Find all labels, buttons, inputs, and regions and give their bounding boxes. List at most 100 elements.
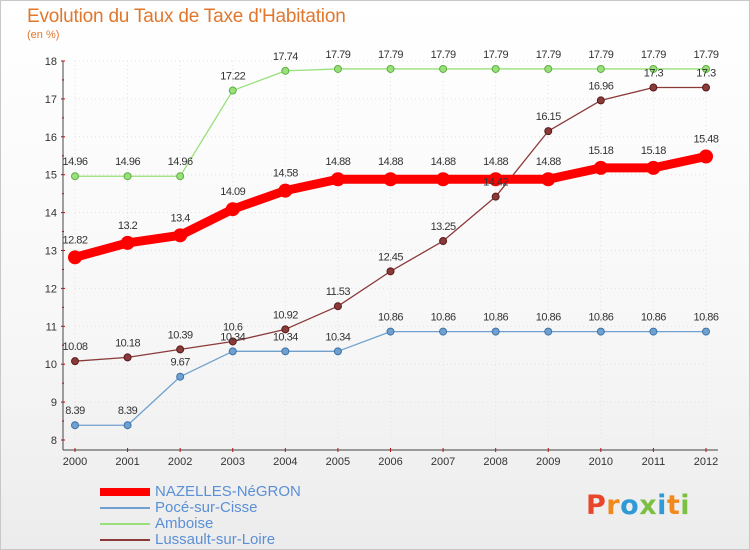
y-tick-label: 9 — [51, 397, 57, 409]
data-label: 14.96 — [115, 156, 140, 168]
data-label: 14.88 — [431, 156, 456, 168]
data-label: 17.79 — [588, 49, 613, 61]
data-label: 17.79 — [536, 49, 561, 61]
data-label: 14.88 — [325, 156, 350, 168]
data-point-Amboise — [439, 64, 448, 73]
data-label: 10.34 — [325, 331, 350, 343]
data-label: 8.39 — [118, 405, 138, 417]
proxiti-logo: Proxiti — [586, 490, 690, 521]
legend-swatch — [100, 507, 150, 509]
data-point-Pocé-sur-Cisse — [596, 327, 605, 336]
data-label: 14.88 — [536, 156, 561, 168]
data-label: 14.42 — [483, 177, 508, 189]
data-point-NAZELLES-NéGRON — [278, 183, 293, 198]
data-point-Lussault-sur-Loire — [702, 83, 710, 92]
data-point-Lussault-sur-Loire — [71, 357, 79, 366]
data-label: 11.53 — [326, 286, 351, 298]
data-label: 10.86 — [431, 312, 456, 324]
y-tick-label: 16 — [45, 132, 57, 144]
data-label: 17.3 — [644, 68, 664, 80]
axes: 8 9 10 11 12 13 14 15 16 17 18 2000 2001 2002 2003 2004… — [45, 56, 718, 468]
data-label: 17.74 — [273, 51, 298, 63]
data-point-Pocé-sur-Cisse — [176, 372, 185, 381]
x-tick-label: 2005 — [326, 456, 350, 468]
x-tick-label: 2004 — [273, 456, 297, 468]
x-tick-label: 2009 — [536, 456, 560, 468]
logo-letter: t — [666, 490, 681, 521]
data-label: 10.18 — [115, 337, 140, 349]
y-tick-label: 11 — [46, 321, 57, 333]
data-point-NAZELLES-NéGRON — [436, 172, 451, 187]
data-point-Amboise — [71, 172, 79, 181]
legend-label: Pocé-sur-Cisse — [155, 499, 258, 516]
data-point-Pocé-sur-Cisse — [281, 347, 290, 356]
legend-swatch — [100, 488, 150, 496]
data-label: 10.6 — [223, 321, 243, 333]
x-tick-label: 2006 — [378, 456, 402, 468]
y-tick-label: 15 — [45, 170, 57, 182]
data-point-Pocé-sur-Cisse — [702, 327, 710, 336]
logo-letter: x — [639, 490, 658, 521]
data-point-Lussault-sur-Loire — [386, 267, 395, 276]
data-point-NAZELLES-NéGRON — [68, 250, 82, 265]
data-label: 14.09 — [220, 186, 245, 198]
data-label: 17.79 — [483, 49, 508, 61]
line-chart: 8 9 10 11 12 13 14 15 16 17 18 2000 2001 2002 2003 2004… — [45, 49, 720, 468]
data-point-NAZELLES-NéGRON — [173, 228, 188, 243]
data-point-Amboise — [228, 86, 237, 95]
chart-subtitle: (en %) — [27, 29, 60, 41]
y-tick-label: 10 — [45, 359, 57, 371]
data-point-Pocé-sur-Cisse — [649, 327, 658, 336]
data-point-Amboise — [702, 64, 710, 73]
data-point-Lussault-sur-Loire — [596, 96, 605, 105]
legend-swatch — [100, 523, 150, 525]
data-point-Lussault-sur-Loire — [123, 353, 132, 362]
data-label: 10.86 — [588, 312, 613, 324]
data-label: 17.79 — [325, 49, 350, 61]
data-label: 14.96 — [62, 156, 87, 168]
data-point-Lussault-sur-Loire — [281, 325, 290, 334]
logo-letter: i — [680, 490, 691, 521]
data-point-Pocé-sur-Cisse — [439, 327, 448, 336]
data-label: 14.58 — [273, 168, 298, 180]
x-tick-label: 2012 — [694, 456, 718, 468]
data-label: 10.86 — [483, 312, 508, 324]
data-point-NAZELLES-NéGRON — [699, 149, 713, 164]
data-point-NAZELLES-NéGRON — [120, 235, 135, 250]
y-tick-label: 18 — [45, 56, 57, 68]
y-tick-label: 12 — [45, 283, 57, 295]
data-label: 10.86 — [641, 312, 666, 324]
data-label: 10.86 — [536, 312, 561, 324]
data-point-Pocé-sur-Cisse — [386, 327, 395, 336]
logo-letter: i — [657, 490, 667, 521]
data-point-NAZELLES-NéGRON — [383, 172, 398, 187]
data-label-layer: 10.08 10.18 10.39 10.6 10.92 11.53 12.45 13.25 1… — [62, 49, 719, 417]
data-label: 14.96 — [168, 156, 193, 168]
data-label: 17.79 — [378, 49, 403, 61]
data-point-Amboise — [123, 172, 132, 181]
data-label: 10.08 — [62, 341, 87, 353]
data-point-Lussault-sur-Loire — [228, 337, 237, 346]
x-tick-label: 2003 — [221, 456, 245, 468]
x-tick-label: 2008 — [483, 456, 507, 468]
data-point-NAZELLES-NéGRON — [541, 172, 556, 187]
data-point-Pocé-sur-Cisse — [71, 421, 79, 430]
data-label: 12.82 — [62, 234, 87, 246]
data-label: 10.34 — [273, 331, 298, 343]
data-point-Pocé-sur-Cisse — [228, 347, 237, 356]
data-point-NAZELLES-NéGRON — [225, 202, 240, 217]
data-point-Lussault-sur-Loire — [544, 127, 553, 136]
y-tick-label: 14 — [45, 208, 57, 220]
y-tick-label: 17 — [45, 94, 57, 106]
y-tick-label: 13 — [45, 246, 57, 258]
x-tick-label: 2010 — [589, 456, 613, 468]
chart-title: Evolution du Taux de Taxe d'Habitation — [27, 6, 346, 27]
data-label: 15.18 — [641, 145, 666, 157]
data-label: 13.4 — [170, 212, 190, 224]
data-point-Lussault-sur-Loire — [333, 302, 342, 311]
data-label: 17.79 — [431, 49, 456, 61]
x-tick-label: 2011 — [642, 456, 666, 468]
data-point-Amboise — [596, 64, 605, 73]
data-point-Amboise — [176, 172, 185, 181]
x-tick-label: 2001 — [115, 456, 139, 468]
